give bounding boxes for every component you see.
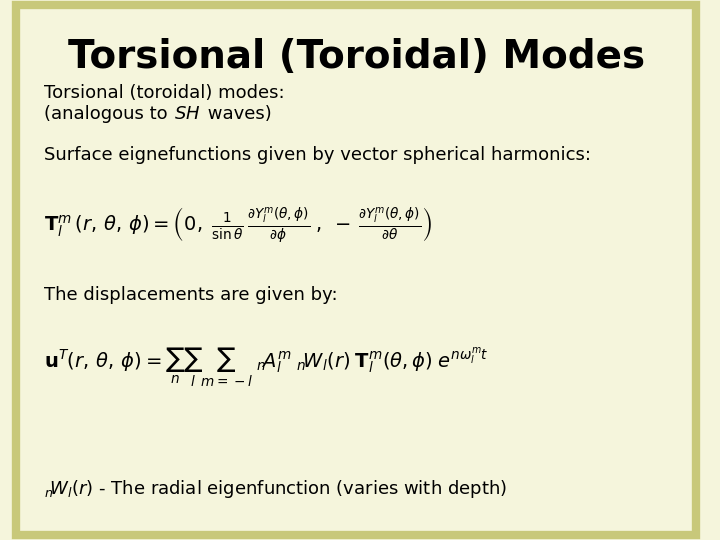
Text: Surface eignefunctions given by vector spherical harmonics:: Surface eignefunctions given by vector s… xyxy=(44,146,591,164)
Text: (analogous to: (analogous to xyxy=(44,105,174,123)
Text: Torsional (Toroidal) Modes: Torsional (Toroidal) Modes xyxy=(68,38,645,76)
FancyBboxPatch shape xyxy=(17,5,696,535)
Text: $\mathbf{T}_l^m\,(r,\,\theta,\,\phi) = \left(0,\;\frac{1}{\sin\theta}\,\frac{\pa: $\mathbf{T}_l^m\,(r,\,\theta,\,\phi) = \… xyxy=(44,205,433,245)
Text: ${}_n\!W_l(r)$ - The radial eigenfunction (varies with depth): ${}_n\!W_l(r)$ - The radial eigenfunctio… xyxy=(44,478,507,500)
Text: The displacements are given by:: The displacements are given by: xyxy=(44,286,338,304)
Text: Torsional (toroidal) modes:: Torsional (toroidal) modes: xyxy=(44,84,285,102)
Text: waves): waves) xyxy=(202,105,272,123)
Text: $SH$: $SH$ xyxy=(174,105,200,123)
Text: $\mathbf{u}^T(r,\,\theta,\,\phi) = \sum_n\sum_l\sum_{m=-l}\;{}_n\!A_l^m\;{}_n\!W: $\mathbf{u}^T(r,\,\theta,\,\phi) = \sum_… xyxy=(44,346,489,389)
